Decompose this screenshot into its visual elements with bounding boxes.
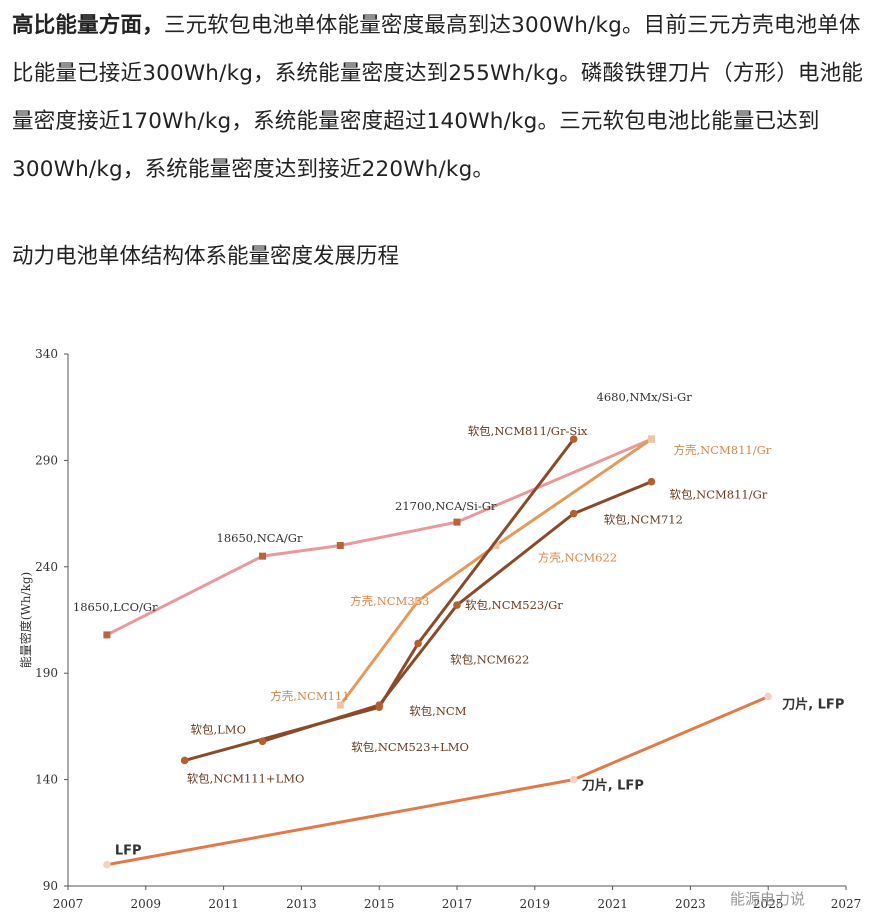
data-point xyxy=(648,435,655,443)
data-label: LFP xyxy=(115,844,142,859)
x-tick-label: 2027 xyxy=(831,897,862,911)
x-tick-label: 2025 xyxy=(753,897,784,911)
data-point xyxy=(414,639,422,648)
y-tick-label: 140 xyxy=(35,773,58,787)
data-point xyxy=(414,597,422,605)
x-tick-label: 2017 xyxy=(442,897,473,911)
x-tick-label: 2019 xyxy=(520,897,551,911)
data-label: 刀片, LFP xyxy=(782,697,844,713)
y-tick-label: 340 xyxy=(35,347,58,361)
watermark-text: 能源电力说 xyxy=(730,890,805,908)
y-tick-label: 290 xyxy=(35,453,58,467)
data-label: 18650,LCO/Gr xyxy=(73,600,158,614)
data-label: 方壳,NCM622 xyxy=(538,551,617,565)
data-point xyxy=(453,601,461,609)
x-tick-label: 2007 xyxy=(53,897,84,911)
y-tick-label: 190 xyxy=(35,666,58,680)
data-label: 18650,NCA/Gr xyxy=(217,531,303,545)
data-point xyxy=(647,477,656,486)
data-label: 软包,NCM622 xyxy=(450,652,529,666)
x-tick-label: 2009 xyxy=(131,897,162,911)
y-axis-label: 能量密度(Wh/kg) xyxy=(18,572,33,668)
data-label: 软包,NCM523+LMO xyxy=(351,740,469,754)
data-label: 软包,NCM523/Gr xyxy=(465,598,563,612)
data-point xyxy=(259,552,266,560)
data-label: 4680,NMx/Si-Gr xyxy=(597,390,693,404)
data-label: 软包,NCM811/Gr xyxy=(670,488,768,502)
data-label: 21700,NCA/Si-Gr xyxy=(395,499,497,513)
data-label: 方壳,NCM333 xyxy=(350,594,429,608)
data-point xyxy=(375,701,384,709)
series-line-prismatic-ncm xyxy=(338,437,653,707)
paragraph-body: 三元软包电池单体能量密度最高到达300Wh/kg。目前三元方壳电池单体比能量已接… xyxy=(12,13,864,182)
data-point xyxy=(764,692,772,701)
data-point xyxy=(103,631,111,639)
data-label: 刀片, LFP xyxy=(582,778,644,794)
data-point xyxy=(336,542,344,550)
data-point xyxy=(569,775,578,784)
chart-caption: 动力电池单体结构体系能量密度发展历程 xyxy=(12,244,400,269)
data-label: 软包,NCM712 xyxy=(604,513,683,527)
data-point xyxy=(103,860,111,869)
data-point xyxy=(336,701,344,709)
data-point xyxy=(569,509,578,518)
x-tick-label: 2021 xyxy=(597,897,628,911)
x-tick-label: 2011 xyxy=(208,897,239,911)
data-label: 软包,LMO xyxy=(191,722,247,736)
x-tick-label: 2023 xyxy=(675,897,706,911)
data-label: 方壳,NCM811/Gr xyxy=(674,443,772,457)
data-point xyxy=(180,756,189,765)
data-label: 软包,NCM811/Gr-Six xyxy=(468,424,588,438)
x-tick-label: 2013 xyxy=(286,897,317,911)
y-tick-label: 90 xyxy=(43,879,58,893)
intro-paragraph: 高比能量方面，三元软包电池单体能量密度最高到达300Wh/kg。目前三元方壳电池… xyxy=(12,2,870,194)
energy-density-chart: 90 140 190 240 290 340 2007 2009 2011 2013 2015 201… xyxy=(18,347,862,911)
x-tick-label: 2015 xyxy=(364,897,395,911)
paragraph-bold-lead: 高比能量方面， xyxy=(12,13,164,38)
data-label: 软包,NCM111+LMO xyxy=(187,771,305,785)
data-label: 方壳,NCM111 xyxy=(270,689,349,703)
data-point xyxy=(569,435,578,443)
data-point xyxy=(492,542,500,550)
data-label: 软包,NCM xyxy=(409,704,467,718)
y-tick-label: 240 xyxy=(35,560,58,574)
data-point xyxy=(258,737,267,746)
data-point xyxy=(453,518,461,526)
